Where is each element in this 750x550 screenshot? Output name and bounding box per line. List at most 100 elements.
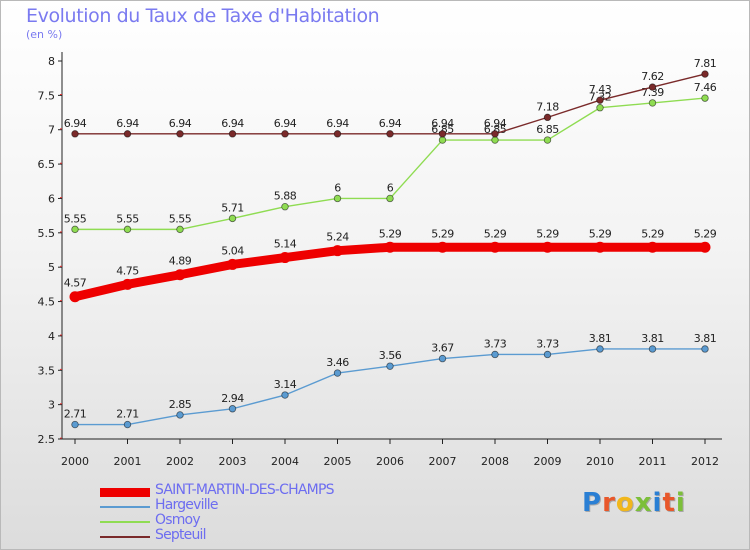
data-label: 6.94 [169,117,192,130]
data-point [596,104,604,112]
data-label: 3.73 [484,337,507,350]
data-label: 7.43 [589,83,612,96]
series-saint-martin-des-champs: 4.57 4.75 4.89 5.04 5.14 5.24 5.29 5.29 5.29 5.29… [64,227,717,303]
data-point [543,113,552,122]
data-point [491,130,499,138]
x-tick-label: 2001 [114,455,142,468]
y-tick-label: 5.5 [38,227,56,240]
data-point [228,405,237,413]
data-label: 3.81 [694,332,717,345]
data-label: 3.14 [274,378,297,391]
data-label: 3.73 [536,337,559,350]
data-label: 5.29 [379,227,402,240]
logo-letter: x [634,488,653,518]
data-point [384,241,396,253]
series-osmoy: 5.555.555.555.715.88666.856.856.857.327.… [64,81,717,234]
y-tick-label: 2.5 [38,433,56,446]
legend-swatch [100,536,150,538]
data-point [438,136,447,144]
data-label: 6.94 [326,117,349,130]
legend-swatch [100,488,150,497]
data-label: 3.46 [326,356,349,369]
data-label: 5.24 [326,231,349,244]
data-point [123,420,132,429]
data-label: 6.85 [431,123,454,136]
data-point [174,269,186,281]
data-label: 6.85 [484,123,507,136]
data-label: 6.94 [484,117,507,130]
data-point [228,214,237,223]
logo-letter: o [615,488,635,518]
data-label: 2.94 [221,392,244,405]
data-point [594,241,606,253]
data-point [596,96,604,104]
y-tick-label: 6 [48,192,55,205]
data-point [386,194,394,203]
data-label: 2.71 [64,408,87,421]
data-label: 6.85 [536,123,559,136]
y-tick-label: 5 [48,261,55,274]
y-tick-label: 7 [48,124,55,137]
x-tick-label: 2003 [219,455,247,468]
data-point [71,420,79,429]
y-unit-label: (en %) [26,28,63,41]
data-point [281,130,289,138]
data-point [176,411,184,419]
legend-label: Osmoy [155,512,201,528]
data-label: 4.89 [169,255,192,268]
data-point [701,94,709,102]
data-label: 7.62 [641,70,664,83]
x-tick-label: 2009 [534,455,562,468]
proxiti-logo: Proxiti [582,488,686,518]
data-point [71,130,79,138]
logo-letter: t [662,488,676,518]
data-label: 5.14 [274,238,297,251]
logo-letter: P [582,488,603,518]
data-point [386,362,394,370]
data-point [71,225,79,234]
data-label: 6.94 [379,117,402,130]
data-point [69,291,81,303]
data-point [647,241,658,253]
data-point [543,136,552,144]
data-point [123,130,132,138]
legend-label: SAINT-MARTIN-DES-CHAMPS [155,482,334,498]
data-label: 3.81 [589,332,612,345]
data-label: 5.71 [221,201,244,214]
data-point [227,258,238,270]
data-point [648,99,657,107]
y-tick-label: 8 [48,55,55,68]
data-point [701,345,709,353]
data-label: 3.56 [379,349,402,362]
data-label: 6 [334,181,341,194]
data-point [701,70,709,78]
data-label: 5.29 [641,227,664,240]
data-label: 6.94 [274,117,297,130]
data-label: 2.71 [116,408,139,421]
x-tick-label: 2006 [376,455,404,468]
data-label: 5.55 [169,212,192,225]
data-point [438,354,447,363]
data-point [332,245,343,257]
data-point [122,278,133,290]
data-label: 4.75 [116,264,139,277]
data-point [489,241,501,253]
data-label: 5.29 [484,227,507,240]
series-hargeville: 2.71 2.71 2.85 2.94 3.14 3.46 3.56 3.67 3.73 3.73… [64,332,717,429]
x-tick-label: 2007 [429,455,457,468]
logo-letter: i [675,488,686,518]
data-point [333,194,342,203]
data-label: 7.46 [694,81,717,94]
data-label: 5.04 [221,244,244,257]
data-label: 3.67 [431,342,454,355]
logo-letter: i [652,488,663,518]
data-label: 5.29 [694,227,717,240]
data-point [176,130,184,138]
data-label: 7.18 [536,100,559,113]
y-tick-label: 7.5 [38,89,56,102]
data-point [542,241,553,253]
data-point [176,225,184,234]
data-point [123,225,132,234]
data-label: 4.57 [64,277,87,290]
